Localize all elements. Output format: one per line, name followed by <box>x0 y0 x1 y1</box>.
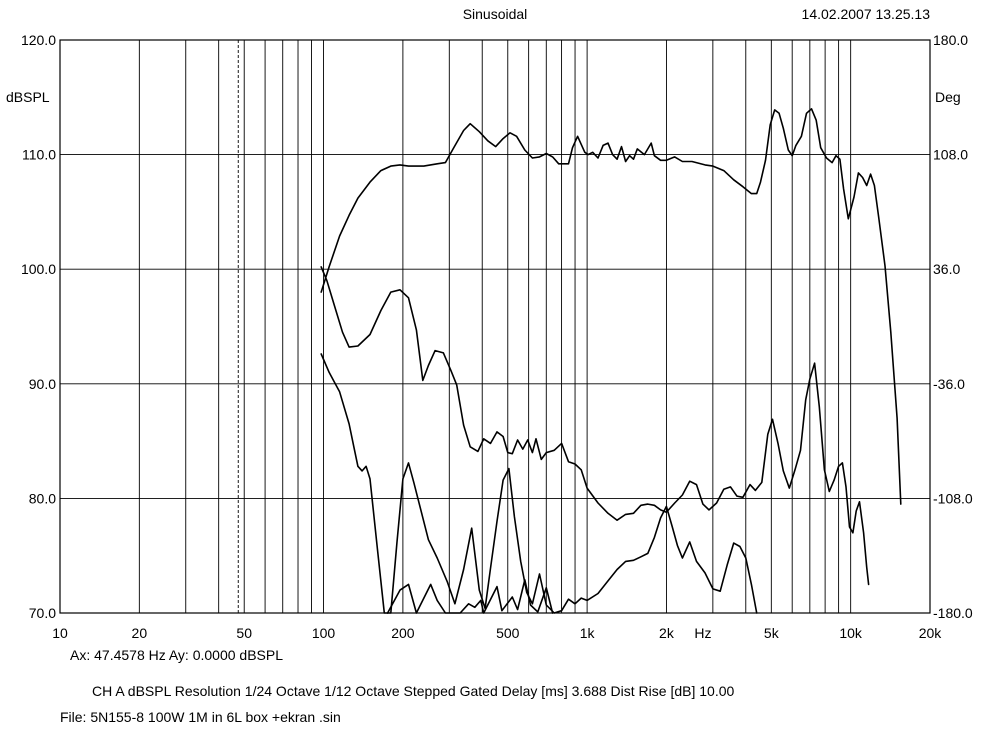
series-line-2 <box>320 266 870 586</box>
x-tick-label: 20 <box>132 625 148 641</box>
y-axis-label-right: Deg <box>935 89 961 105</box>
measurement-settings: CH A dBSPL Resolution 1/24 Octave 1/12 O… <box>92 683 735 699</box>
x-tick-label: 100 <box>312 625 336 641</box>
y-tick-label: 70.0 <box>29 605 56 621</box>
y-axis-label-left: dBSPL <box>6 89 50 105</box>
y2-tick-label: 36.0 <box>933 261 960 277</box>
series-line-1 <box>320 108 902 505</box>
chart-title: Sinusoidal <box>463 6 528 22</box>
x-tick-label: 10k <box>839 625 863 641</box>
cursor-readout: Ax: 47.4578 Hz Ay: 0.0000 dBSPL <box>70 647 284 663</box>
x-tick-label: 1k <box>580 625 596 641</box>
y-tick-label: 90.0 <box>29 376 56 392</box>
x-tick-label: 500 <box>496 625 520 641</box>
y2-tick-label: -180.0 <box>933 605 973 621</box>
plot-frame <box>59 39 931 614</box>
grid <box>60 40 930 613</box>
y2-tick-label: 180.0 <box>933 32 968 48</box>
x-unit-label: Hz <box>694 625 711 641</box>
x-tick-label: 10 <box>52 625 68 641</box>
y-tick-label: 120.0 <box>21 32 56 48</box>
y2-tick-label: -36.0 <box>933 376 965 392</box>
y2-tick-label: 108.0 <box>933 147 968 163</box>
x-tick-label: 200 <box>391 625 415 641</box>
tick-labels: 10 20 50 100 200 500 1k 2k 5k 10k 20k Hz 120.0 110.0 1… <box>21 32 973 641</box>
x-tick-label: 2k <box>659 625 675 641</box>
y-tick-label: 110.0 <box>22 147 56 163</box>
x-tick-label: 5k <box>764 625 780 641</box>
x-tick-label: 20k <box>919 625 943 641</box>
series-group <box>320 108 902 614</box>
y-tick-label: 100.0 <box>21 261 56 277</box>
x-tick-label: 50 <box>236 625 252 641</box>
file-name: File: 5N155-8 100W 1M in 6L box +ekran .… <box>60 709 341 725</box>
series-line-4 <box>386 579 554 614</box>
y-tick-label: 80.0 <box>29 490 56 506</box>
series-line-3 <box>320 353 758 614</box>
timestamp: 14.02.2007 13.25.13 <box>802 6 931 22</box>
y2-tick-label: -108.0 <box>933 490 973 506</box>
